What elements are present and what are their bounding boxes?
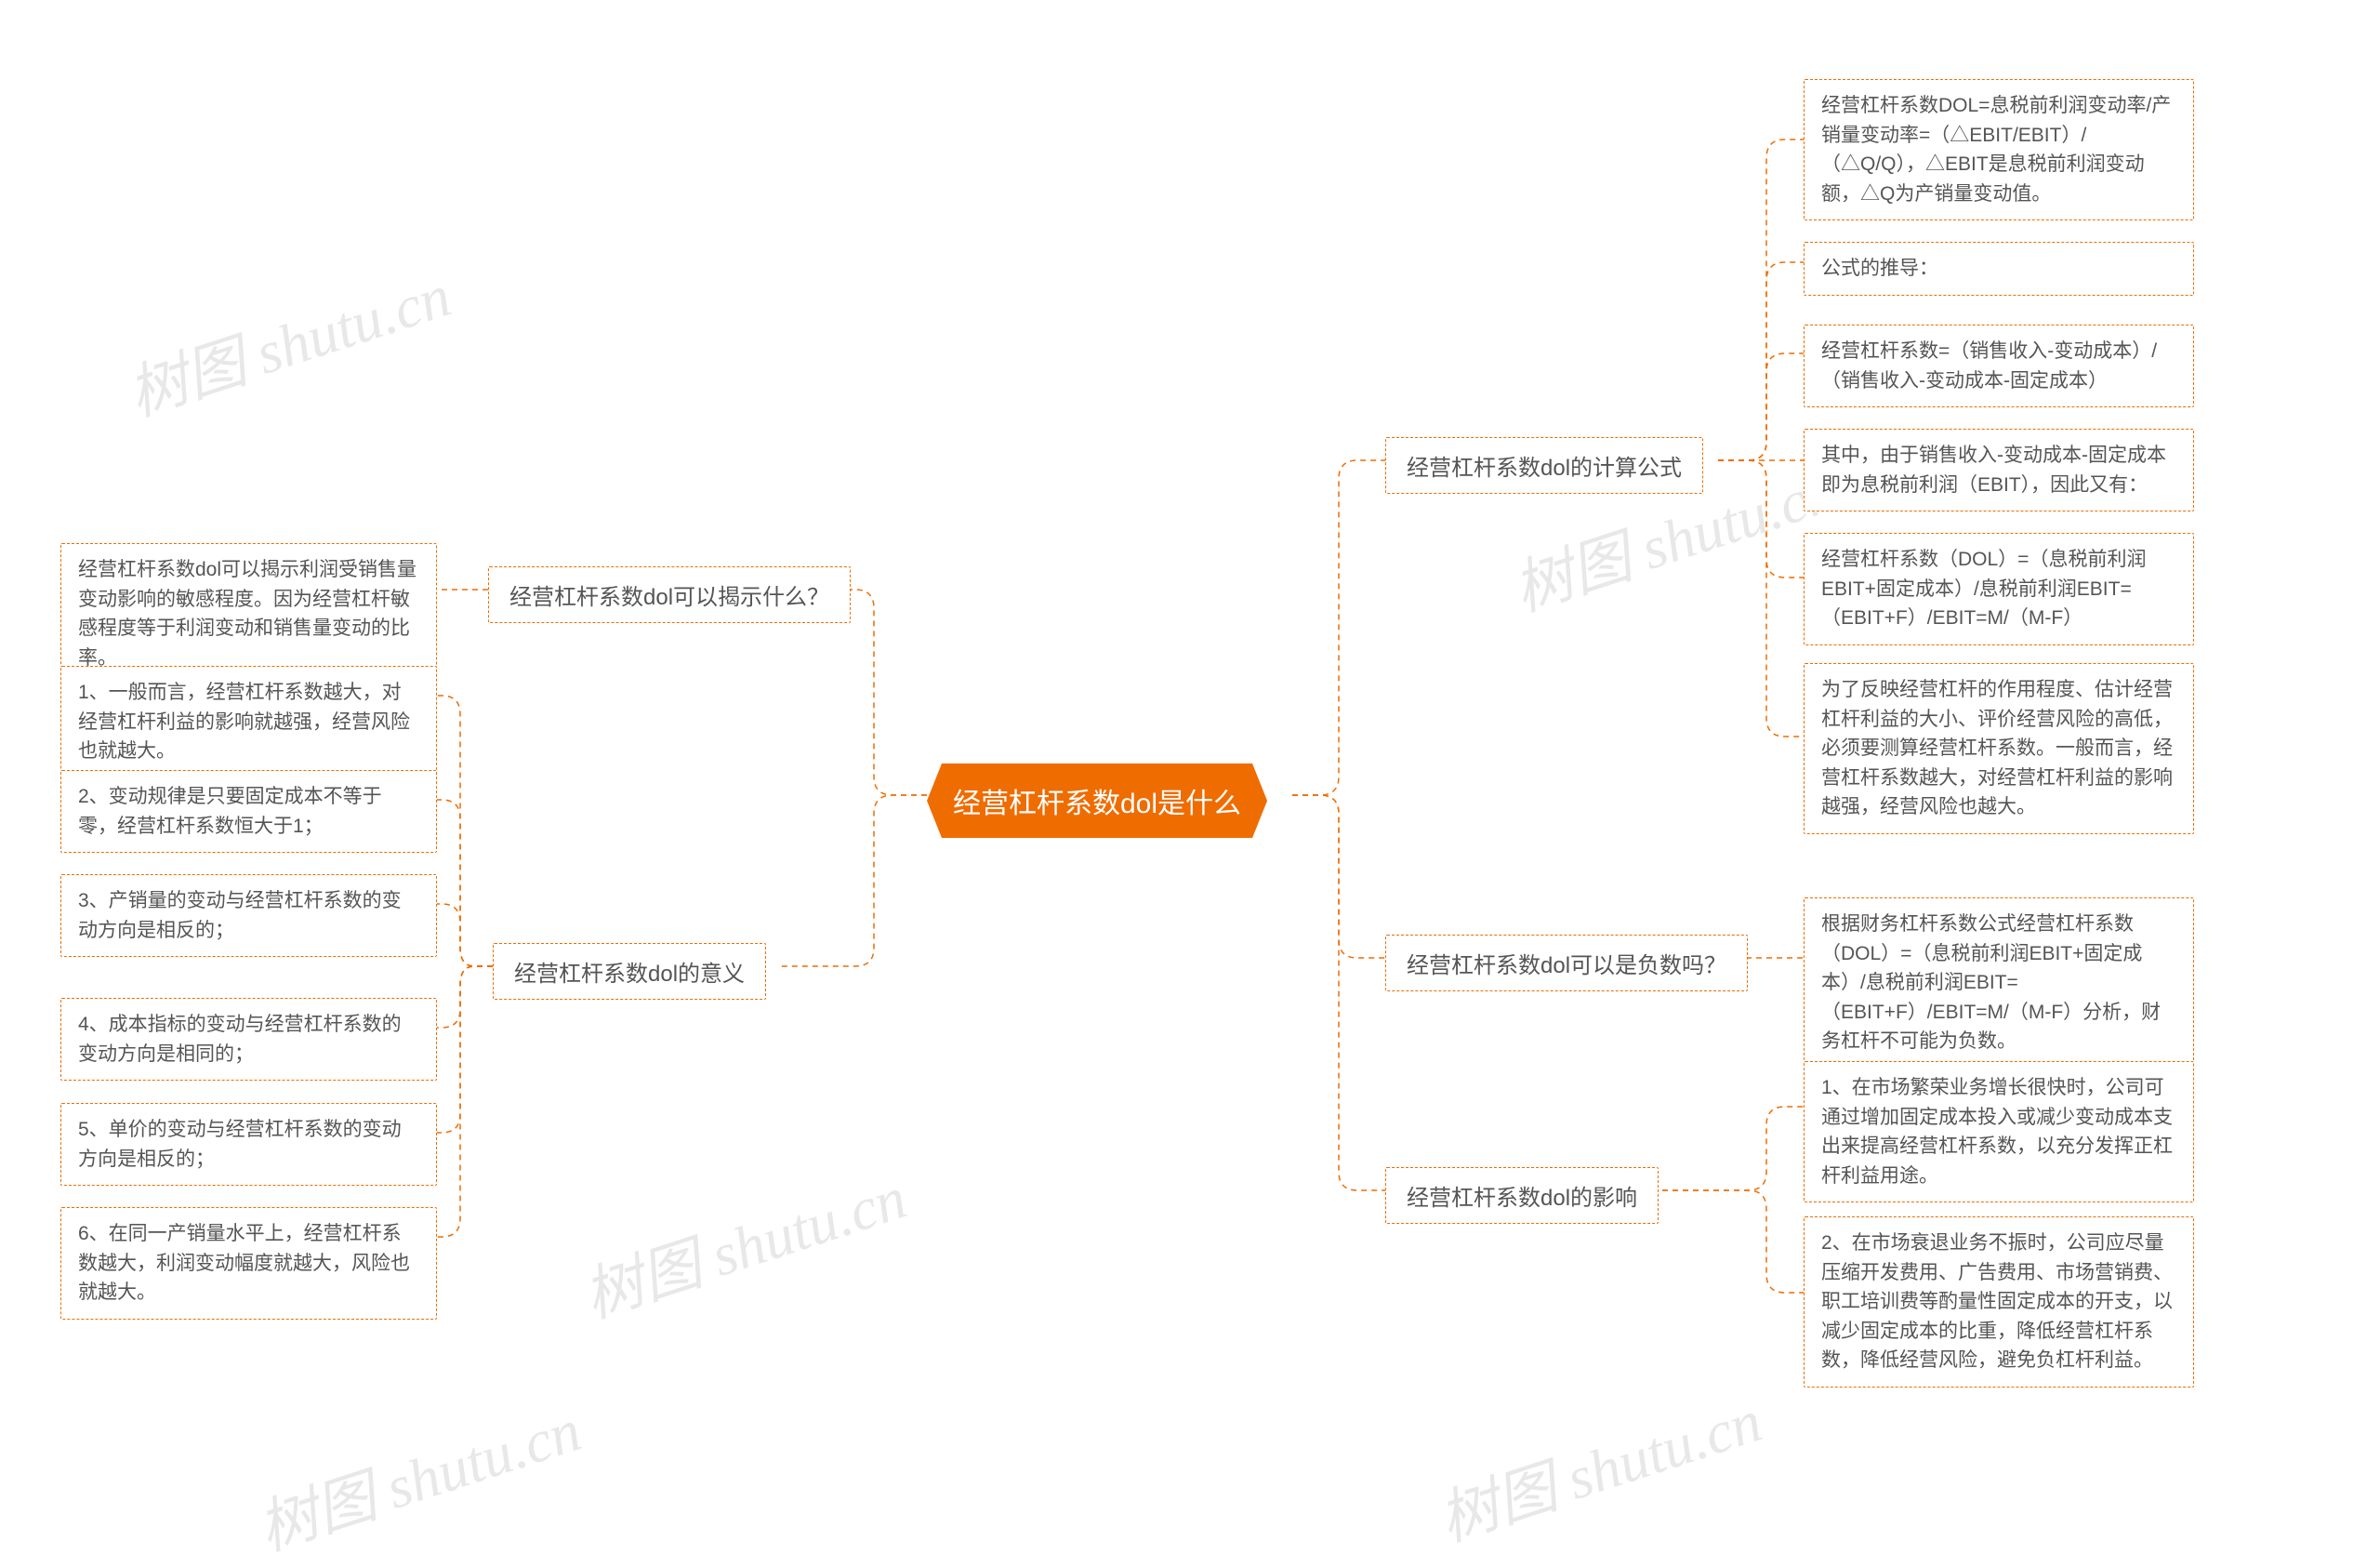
watermark: 树图 shutu.cn [572, 1150, 916, 1335]
right-leaf: 为了反映经营杠杆的作用程度、估计经营杠杆利益的大小、评价经营风险的高低，必须要测… [1804, 663, 2194, 834]
left-sub-1: 经营杠杆系数dol的意义 [493, 943, 766, 1000]
root-node: 经营杠杆系数dol是什么 [927, 764, 1267, 838]
mindmap-canvas: 树图 shutu.cn 树图 shutu.cn 树图 shutu.cn 树图 s… [0, 0, 2380, 1467]
right-leaf: 1、在市场繁荣业务增长很快时，公司可通过增加固定成本投入或减少变动成本支出来提高… [1804, 1061, 2194, 1202]
left-leaf: 3、产销量的变动与经营杠杆系数的变动方向是相反的； [60, 874, 437, 957]
right-leaf: 经营杠杆系数=（销售收入-变动成本）/（销售收入-变动成本-固定成本） [1804, 325, 2194, 407]
left-leaf: 5、单价的变动与经营杠杆系数的变动方向是相反的； [60, 1103, 437, 1186]
right-leaf: 其中，由于销售收入-变动成本-固定成本即为息税前利润（EBIT），因此又有： [1804, 429, 2194, 511]
right-leaf: 2、在市场衰退业务不振时，公司应尽量压缩开发费用、广告费用、市场营销费、职工培训… [1804, 1216, 2194, 1388]
left-leaf: 经营杠杆系数dol可以揭示利润受销售量变动影响的敏感程度。因为经营杠杆敏感程度等… [60, 543, 437, 684]
right-sub-2: 经营杠杆系数dol的影响 [1385, 1167, 1659, 1224]
left-sub-0: 经营杠杆系数dol可以揭示什么？ [488, 566, 851, 623]
watermark: 树图 shutu.cn [246, 1383, 590, 1567]
right-leaf: 根据财务杠杆系数公式经营杠杆系数（DOL）=（息税前利润EBIT+固定成本）/息… [1804, 897, 2194, 1069]
left-leaf: 1、一般而言，经营杠杆系数越大，对经营杠杆利益的影响就越强，经营风险也就越大。 [60, 666, 437, 778]
right-sub-0: 经营杠杆系数dol的计算公式 [1385, 437, 1703, 494]
left-leaf: 6、在同一产销量水平上，经营杠杆系数越大，利润变动幅度就越大，风险也就越大。 [60, 1207, 437, 1320]
left-leaf: 2、变动规律是只要固定成本不等于零，经营杠杆系数恒大于1； [60, 770, 437, 853]
left-leaf: 4、成本指标的变动与经营杠杆系数的变动方向是相同的； [60, 998, 437, 1081]
right-leaf: 经营杠杆系数DOL=息税前利润变动率/产销量变动率=（△EBIT/EBIT）/（… [1804, 79, 2194, 220]
right-leaf: 公式的推导： [1804, 242, 2194, 296]
right-leaf: 经营杠杆系数（DOL）=（息税前利润EBIT+固定成本）/息税前利润EBIT=（… [1804, 533, 2194, 645]
watermark: 树图 shutu.cn [1427, 1374, 1771, 1558]
right-sub-1: 经营杠杆系数dol可以是负数吗？ [1385, 935, 1748, 991]
watermark: 树图 shutu.cn [116, 248, 460, 432]
